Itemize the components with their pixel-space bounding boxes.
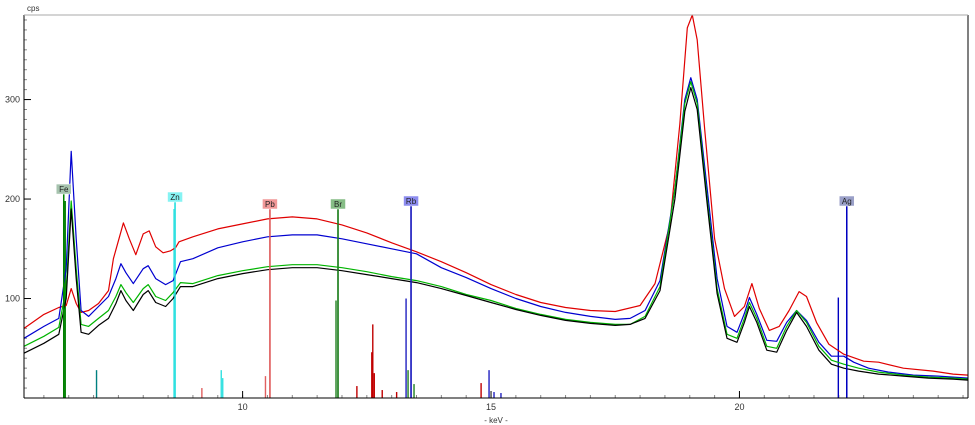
- element-badge: [839, 195, 855, 207]
- spectrum-line-2: [23, 77, 969, 379]
- spectrum-series: [23, 14, 969, 381]
- x-tick-label: 20: [734, 402, 744, 412]
- x-tick-label: 15: [486, 402, 496, 412]
- element-label: Ag: [842, 197, 852, 206]
- x-axis-unit: - keV -: [484, 416, 508, 425]
- element-label: Pb: [265, 200, 275, 209]
- element-markers: Fe Zn Pb Br Rb Ag: [55, 183, 855, 398]
- y-tick-label: 100: [5, 294, 20, 304]
- y-tick-label: 200: [5, 194, 20, 204]
- y-tick-label: 300: [5, 95, 20, 105]
- element-badge: [55, 183, 72, 195]
- element-badge: [167, 191, 183, 203]
- element-badge: [330, 198, 346, 210]
- spectrum-line-4: [23, 86, 969, 381]
- element-label: Fe: [59, 185, 69, 194]
- x-tick-label: 10: [238, 402, 248, 412]
- element-label: Br: [334, 200, 342, 209]
- element-badge: [262, 198, 278, 210]
- element-label: Zn: [170, 193, 179, 202]
- axes: 100 200 300 10 15 20: [5, 14, 969, 412]
- y-axis-unit: cps: [27, 4, 39, 13]
- spectrum-line-3: [23, 81, 969, 380]
- element-label: Rb: [406, 197, 417, 206]
- element-badge: [403, 195, 419, 207]
- spectrum-line-1: [23, 14, 969, 376]
